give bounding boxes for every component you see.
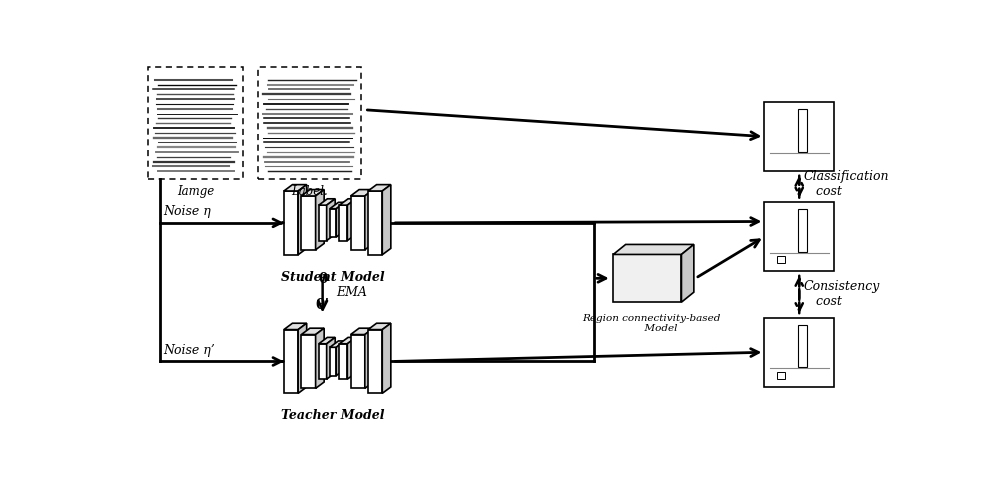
Text: θ’: θ’ — [316, 298, 330, 312]
Bar — [764, 318, 834, 387]
Polygon shape — [319, 337, 335, 344]
Text: Consistency
   cost: Consistency cost — [804, 280, 880, 309]
Polygon shape — [330, 347, 336, 376]
Polygon shape — [351, 189, 373, 196]
Polygon shape — [327, 199, 335, 241]
Polygon shape — [336, 202, 345, 237]
Bar — [764, 202, 834, 271]
Polygon shape — [316, 328, 324, 388]
Polygon shape — [347, 337, 356, 379]
Polygon shape — [339, 344, 347, 379]
Text: Iamge: Iamge — [177, 185, 214, 198]
Text: Label.: Label. — [291, 185, 328, 198]
Polygon shape — [368, 330, 382, 393]
Text: Teacher Model: Teacher Model — [281, 409, 385, 422]
Text: Student Model: Student Model — [281, 271, 385, 284]
Polygon shape — [681, 245, 694, 302]
Polygon shape — [301, 328, 324, 334]
Polygon shape — [339, 199, 356, 205]
Polygon shape — [382, 184, 391, 255]
Polygon shape — [351, 196, 365, 250]
Polygon shape — [319, 344, 327, 379]
Polygon shape — [368, 184, 391, 191]
Text: Region connectivity-based
      Model: Region connectivity-based Model — [582, 314, 720, 333]
Polygon shape — [327, 337, 335, 379]
Text: θ: θ — [318, 272, 327, 286]
Bar — [777, 372, 785, 379]
Bar — [798, 325, 807, 367]
Text: Noise η: Noise η — [163, 205, 211, 218]
Polygon shape — [368, 191, 382, 255]
Text: Noise η’: Noise η’ — [163, 344, 215, 357]
Bar — [777, 256, 785, 263]
Polygon shape — [284, 330, 298, 393]
Polygon shape — [330, 341, 345, 347]
Polygon shape — [301, 196, 316, 250]
Polygon shape — [284, 323, 307, 330]
Polygon shape — [298, 323, 307, 393]
Bar — [798, 209, 807, 252]
Polygon shape — [336, 341, 345, 376]
Polygon shape — [330, 202, 345, 209]
Polygon shape — [284, 184, 307, 191]
Polygon shape — [347, 199, 356, 241]
Polygon shape — [351, 328, 373, 334]
Polygon shape — [365, 328, 373, 388]
Polygon shape — [365, 189, 373, 250]
Polygon shape — [351, 334, 365, 388]
Polygon shape — [301, 334, 316, 388]
Polygon shape — [330, 209, 336, 237]
Polygon shape — [613, 254, 681, 302]
Polygon shape — [316, 189, 324, 250]
Polygon shape — [368, 323, 391, 330]
Text: EMA: EMA — [337, 286, 367, 299]
Polygon shape — [301, 189, 324, 196]
Polygon shape — [613, 245, 694, 254]
Polygon shape — [298, 184, 307, 255]
Polygon shape — [339, 205, 347, 241]
Polygon shape — [284, 191, 298, 255]
Bar — [764, 102, 834, 171]
Polygon shape — [319, 199, 335, 205]
Bar — [798, 109, 807, 152]
Polygon shape — [339, 337, 356, 344]
Polygon shape — [382, 323, 391, 393]
Text: Classification
   cost: Classification cost — [804, 169, 889, 198]
Polygon shape — [319, 205, 327, 241]
FancyBboxPatch shape — [258, 67, 361, 179]
FancyBboxPatch shape — [148, 67, 243, 179]
